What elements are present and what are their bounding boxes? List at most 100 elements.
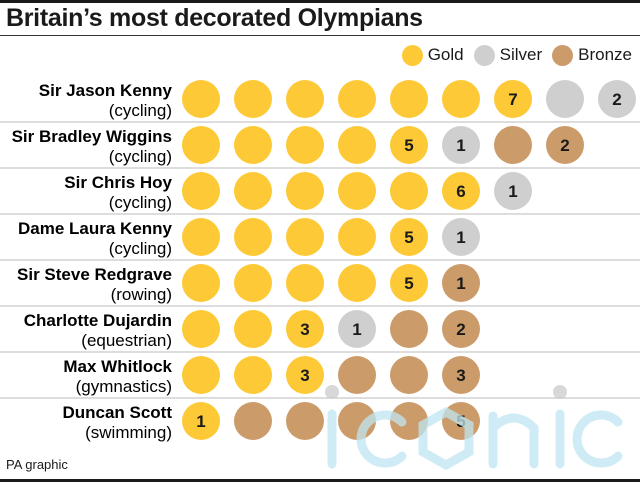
silver-medal	[338, 310, 376, 348]
bronze-medal	[442, 264, 480, 302]
gold-medal	[234, 356, 272, 394]
bronze-count-label: 1	[456, 274, 465, 293]
bronze-count-label: 2	[456, 320, 465, 339]
gold-medal	[182, 172, 220, 210]
silver-count-label: 2	[612, 90, 621, 109]
silver-medal	[442, 218, 480, 256]
gold-count-label: 5	[404, 274, 413, 293]
gold-count-label: 7	[508, 90, 517, 109]
gold-medal	[234, 264, 272, 302]
gold-medal	[286, 310, 324, 348]
gold-medal	[338, 80, 376, 118]
title-divider	[0, 35, 640, 36]
athlete-sport: (cycling)	[109, 193, 172, 212]
bronze-medal	[546, 126, 584, 164]
bronze-count-label: 2	[560, 136, 569, 155]
athlete-sport: (rowing)	[111, 285, 172, 304]
gold-medal	[234, 310, 272, 348]
gold-count-label: 5	[404, 136, 413, 155]
athlete-sport: (cycling)	[109, 239, 172, 258]
silver-count-label: 1	[352, 320, 361, 339]
gold-medal	[494, 80, 532, 118]
gold-count-label: 6	[456, 182, 465, 201]
bronze-medal	[390, 356, 428, 394]
silver-medal	[494, 172, 532, 210]
silver-count-label: 1	[508, 182, 517, 201]
athlete-sport: (cycling)	[109, 147, 172, 166]
athlete-sport: (equestrian)	[81, 331, 172, 350]
bronze-medal	[234, 402, 272, 440]
athlete-sport: (cycling)	[109, 101, 172, 120]
gold-medal	[390, 80, 428, 118]
legend-swatch-gold	[401, 44, 423, 66]
gold-count-label: 5	[404, 228, 413, 247]
gold-medal	[182, 126, 220, 164]
silver-medal	[546, 80, 584, 118]
gold-medal	[286, 126, 324, 164]
legend-swatch-silver	[473, 44, 495, 66]
athlete-name: Sir Jason Kenny	[39, 81, 173, 100]
gold-medal	[234, 172, 272, 210]
gold-medal	[182, 402, 220, 440]
legend-label-bronze: Bronze	[578, 45, 632, 64]
athlete-name: Sir Bradley Wiggins	[12, 127, 172, 146]
gold-count-label: 1	[196, 412, 205, 431]
gold-medal	[182, 264, 220, 302]
bronze-medal	[338, 356, 376, 394]
silver-medal	[598, 80, 636, 118]
athlete-name: Sir Chris Hoy	[64, 173, 172, 192]
gold-medal	[442, 80, 480, 118]
bronze-count-label: 3	[456, 366, 465, 385]
gold-medal	[234, 218, 272, 256]
gold-count-label: 3	[300, 320, 309, 339]
chart-title: Britain’s most decorated Olympians	[6, 4, 423, 32]
gold-medal	[286, 356, 324, 394]
legend-swatch-bronze	[552, 44, 574, 66]
athlete-name: Duncan Scott	[62, 403, 172, 422]
silver-count-label: 1	[456, 136, 465, 155]
gold-medal	[338, 172, 376, 210]
gold-medal	[286, 80, 324, 118]
gold-medal	[390, 126, 428, 164]
bronze-medal	[494, 126, 532, 164]
source-credit: PA graphic	[6, 457, 68, 472]
gold-medal	[182, 80, 220, 118]
legend-item-silver: Silver	[473, 44, 543, 66]
legend-label-gold: Gold	[427, 45, 464, 64]
legend: Gold Silver Bronze	[392, 42, 632, 68]
athlete-name: Charlotte Dujardin	[24, 311, 172, 330]
gold-medal	[234, 126, 272, 164]
silver-medal	[442, 126, 480, 164]
athlete-sport: (gymnastics)	[76, 377, 172, 396]
bronze-medal	[390, 310, 428, 348]
legend-label-silver: Silver	[499, 45, 543, 64]
gold-medal	[442, 172, 480, 210]
gold-medal	[390, 172, 428, 210]
gold-medal	[286, 218, 324, 256]
gold-medal	[286, 264, 324, 302]
gold-medal	[234, 80, 272, 118]
bronze-medal	[442, 356, 480, 394]
athlete-name: Sir Steve Redgrave	[17, 265, 172, 284]
gold-medal	[390, 218, 428, 256]
bronze-medal	[442, 310, 480, 348]
silver-count-label: 1	[456, 228, 465, 247]
gold-medal	[390, 264, 428, 302]
athlete-sport: (swimming)	[85, 423, 172, 442]
bottom-rule	[0, 479, 640, 482]
athlete-name: Max Whitlock	[63, 357, 172, 376]
bronze-medal	[286, 402, 324, 440]
legend-item-bronze: Bronze	[552, 44, 632, 66]
gold-medal	[338, 126, 376, 164]
gold-medal	[182, 218, 220, 256]
top-rule	[0, 0, 640, 3]
gold-count-label: 3	[300, 366, 309, 385]
gold-medal	[338, 264, 376, 302]
iconic-watermark	[325, 385, 623, 471]
gold-medal	[182, 356, 220, 394]
athlete-name: Dame Laura Kenny	[18, 219, 173, 238]
legend-item-gold: Gold	[401, 44, 464, 66]
gold-medal	[182, 310, 220, 348]
gold-medal	[286, 172, 324, 210]
